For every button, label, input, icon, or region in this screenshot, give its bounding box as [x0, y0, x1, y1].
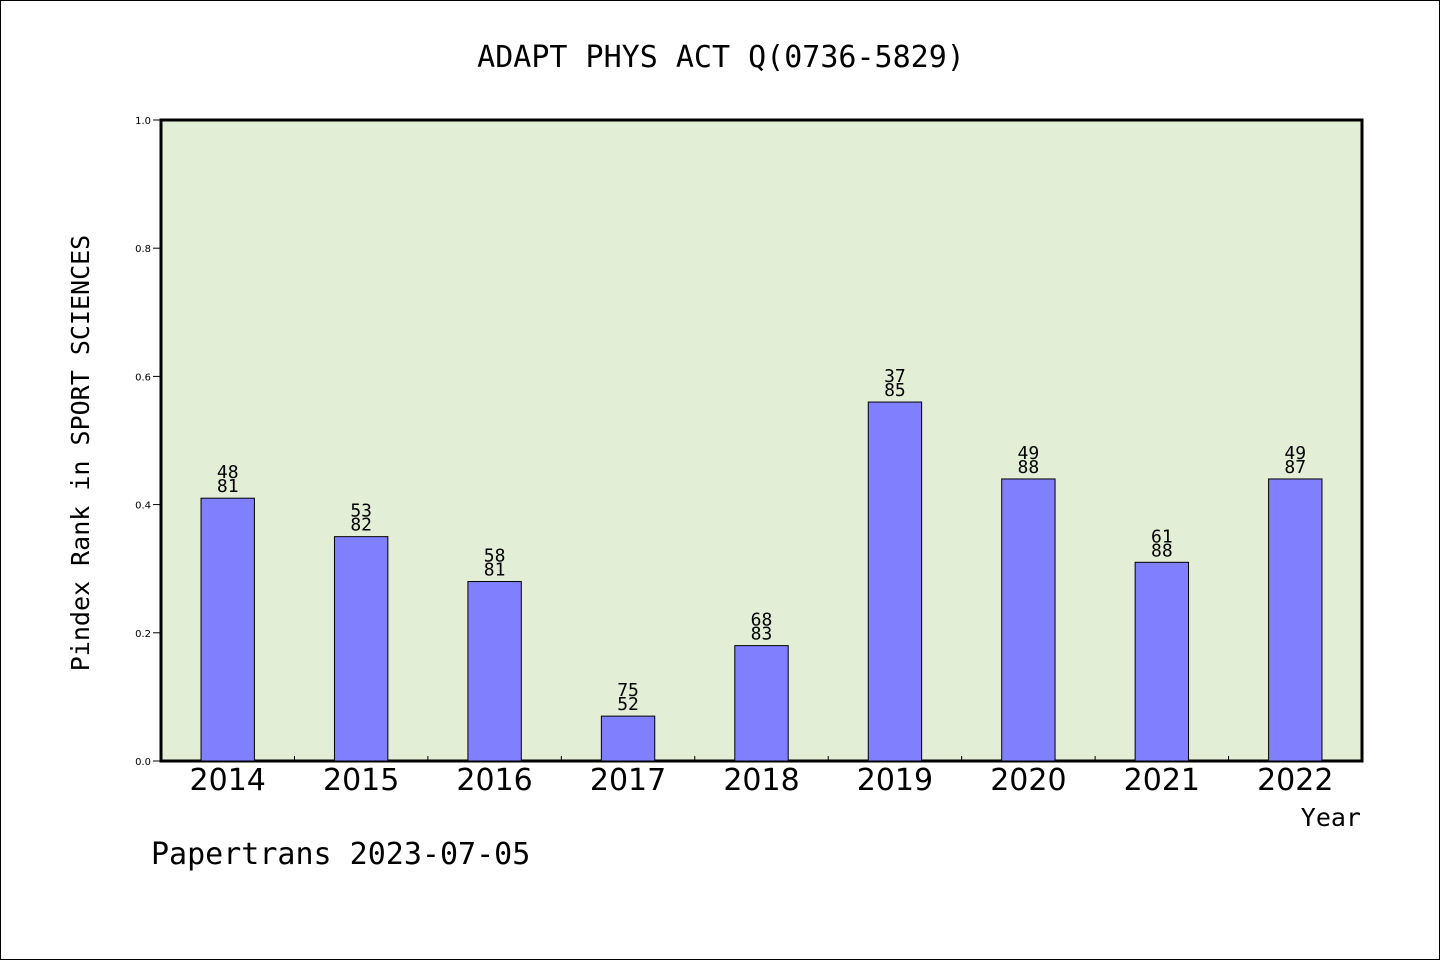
- bar-label-top: 75: [617, 680, 639, 701]
- x-tick-labels-group: 2014 2015 2016 2017 2018 2019 2020 2021 2022: [190, 763, 1334, 798]
- bar-label-bottom: 83: [751, 624, 773, 645]
- bar-label-bottom: 88: [1018, 457, 1040, 478]
- bar-2020: [1001, 478, 1056, 762]
- bar-label-bottom: 81: [484, 560, 506, 581]
- y-tick-label: 0.6: [135, 372, 151, 383]
- x-tick-label: 2015: [323, 763, 399, 798]
- bar-label-top: 61: [1151, 526, 1173, 547]
- y-tick-label: 0.0: [135, 757, 151, 768]
- y-tick-label: 1.0: [135, 116, 151, 127]
- bar-2016: [467, 581, 522, 762]
- y-axis-ticks: 0.0 0.2 0.4 0.6 0.8 1.0: [135, 116, 161, 768]
- bar-2018: [734, 645, 789, 762]
- y-tick-label: 0.4: [135, 501, 151, 512]
- chart-title: ADAPT PHYS ACT Q(0736-5829): [477, 40, 965, 75]
- bar-label-bottom: 87: [1284, 457, 1306, 478]
- y-tick-label: 0.8: [135, 244, 151, 255]
- x-axis-ticks: [293, 756, 1230, 761]
- bar-label-top: 53: [350, 501, 372, 522]
- x-axis-label: Year: [1301, 803, 1361, 832]
- bar-label-bottom: 88: [1151, 540, 1173, 561]
- bar-label-bottom: 82: [350, 515, 372, 536]
- bar-label-top: 48: [217, 462, 239, 483]
- x-tick-label: 2019: [857, 763, 933, 798]
- bar-2014: [200, 497, 255, 762]
- bar-label-top: 68: [751, 610, 773, 631]
- bar-label-top: 49: [1018, 443, 1040, 464]
- bar-2015: [333, 536, 389, 762]
- y-tick-label: 0.2: [135, 629, 151, 640]
- bar-label-top: 58: [484, 546, 506, 567]
- bar-2019: [867, 401, 923, 762]
- bar-2017: [600, 715, 656, 762]
- x-tick-label: 2021: [1124, 763, 1200, 798]
- footer-text: Papertrans 2023-07-05: [151, 837, 530, 872]
- bar-2021: [1134, 561, 1190, 762]
- bar-label-bottom: 52: [617, 694, 639, 715]
- y-axis-label: Pindex Rank in SPORT SCIENCES: [66, 235, 95, 672]
- bar-label-bottom: 81: [217, 476, 239, 497]
- bar-2022: [1268, 478, 1323, 762]
- x-tick-label: 2016: [456, 763, 532, 798]
- x-tick-label: 2014: [190, 763, 266, 798]
- bars-group: [200, 401, 1323, 762]
- x-tick-label: 2018: [723, 763, 799, 798]
- bar-label-top: 49: [1284, 443, 1306, 464]
- x-tick-label: 2020: [990, 763, 1066, 798]
- x-tick-label: 2017: [590, 763, 666, 798]
- bar-label-bottom: 85: [884, 380, 906, 401]
- bar-label-top: 37: [884, 366, 906, 387]
- x-tick-label: 2022: [1257, 763, 1333, 798]
